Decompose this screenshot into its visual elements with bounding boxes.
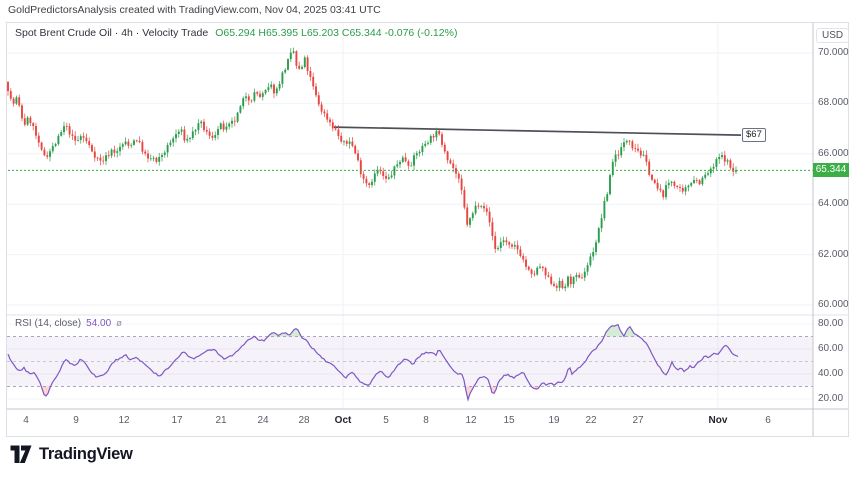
rsi-tick-label: 80.00 [818,318,844,329]
price-tick-label: 64.000 [818,198,849,210]
tradingview-logo[interactable]: TradingView [10,445,133,464]
symbol-title: Spot Brent Crude Oil · 4h · Velocity Tra… [15,27,209,39]
time-tick-label: 27 [632,415,644,426]
rsi-title: RSI (14, close) [15,318,82,329]
tradingview-logo-text: TradingView [39,445,133,463]
time-tick-label: Nov [708,415,728,426]
attribution-text: GoldPredictorsAnalysis created with Trad… [8,4,381,16]
time-tick-label: 15 [503,415,515,426]
time-tick-label: 17 [171,415,183,426]
symbol-legend[interactable]: Spot Brent Crude Oil · 4h · Velocity Tra… [15,27,457,39]
currency-usd-button[interactable]: USD [816,28,850,43]
tradingview-logo-icon [10,445,32,463]
time-tick-label: 12 [465,415,477,426]
rsi-tick-label: 40.00 [818,368,844,379]
time-tick-label: 22 [585,415,597,426]
time-tick-label: 5 [383,415,389,426]
rsi-value: 54.00 [86,318,112,329]
trendline-price-label[interactable]: $67 [742,128,766,143]
time-tick-label: 24 [257,415,269,426]
time-tick-label: 12 [118,415,130,426]
price-tick-label: 70.000 [818,47,849,58]
time-tick-label: 6 [765,415,771,426]
rsi-tick-label: 60.00 [818,343,844,354]
time-tick-label: 8 [423,415,429,426]
chart-card: Spot Brent Crude Oil · 4h · Velocity Tra… [6,22,850,437]
last-price-label: 65.344 [813,163,849,178]
ohlc-values: O65.294 H65.395 L65.203 C65.344 -0.076 (… [215,27,458,39]
time-tick-label: 4 [23,415,29,426]
time-tick-label: 9 [73,415,79,426]
price-tick-label: 60.000 [818,299,849,310]
time-tick-label: 28 [298,415,310,426]
rsi-legend[interactable]: RSI (14, close) 54.00 ø [15,318,122,329]
rsi-hide-icon[interactable]: ø [116,318,122,329]
time-tick-label: 19 [548,415,560,426]
price-tick-label: 66.000 [818,147,849,159]
time-tick-label: Oct [334,415,352,426]
price-tick-label: 68.000 [818,97,849,109]
time-tick-label: 21 [215,415,227,426]
chart-canvas[interactable] [7,23,848,436]
rsi-tick-label: 20.00 [818,393,844,404]
price-tick-label: 62.000 [818,248,849,260]
